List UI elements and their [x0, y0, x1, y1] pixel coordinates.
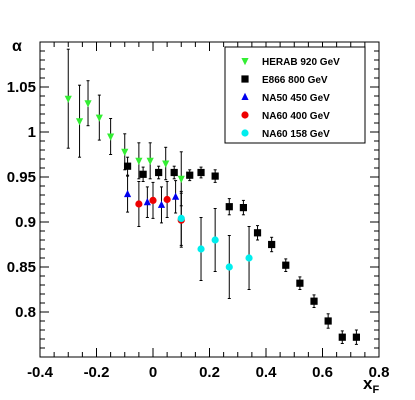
data-point — [162, 160, 170, 168]
data-point — [84, 100, 92, 108]
data-point — [135, 200, 143, 208]
data-point — [123, 162, 132, 170]
y-tick-label: 0.8 — [15, 304, 36, 321]
data-point — [177, 214, 185, 222]
data-point — [123, 189, 132, 198]
data-point — [310, 297, 318, 305]
data-point — [135, 157, 143, 165]
data-point — [163, 195, 171, 204]
y-tick-label: 0.9 — [15, 214, 36, 231]
data-point — [155, 168, 163, 177]
y-tick-label: 1.05 — [7, 79, 36, 96]
y-axis-label: α — [12, 38, 22, 55]
data-markers — [64, 95, 360, 341]
data-point — [253, 229, 262, 237]
data-point — [296, 279, 304, 287]
data-point — [186, 171, 194, 179]
legend-label: HERAB 920 GeV — [262, 57, 340, 68]
data-point — [211, 172, 219, 180]
x-tick-label: 0.8 — [369, 364, 390, 381]
data-point — [170, 168, 178, 177]
data-point — [197, 168, 205, 177]
x-tick-label: -0.4 — [27, 364, 54, 381]
data-point — [268, 240, 276, 249]
data-point — [211, 236, 219, 244]
legend-items: HERAB 920 GeV E866 800 GeV NA50 450 GeV NA6… — [241, 57, 340, 140]
data-point — [107, 133, 115, 141]
legend-marker — [241, 75, 249, 83]
legend: HERAB 920 GeV E866 800 GeV NA50 450 GeV NA6… — [224, 46, 366, 144]
data-point — [338, 333, 346, 341]
legend-marker — [241, 129, 249, 137]
data-point — [95, 114, 103, 122]
legend-label: NA60 158 GeV — [262, 129, 330, 140]
data-point — [75, 118, 84, 126]
data-point — [282, 261, 290, 269]
legend-label: E866 800 GeV — [262, 75, 328, 86]
legend-box — [224, 46, 366, 144]
legend-marker — [241, 111, 249, 119]
data-point — [143, 198, 151, 206]
data-point — [225, 203, 233, 211]
data-point — [197, 245, 205, 253]
x-axis-label: xF — [363, 374, 379, 396]
data-point — [121, 148, 129, 156]
y-tick-labels: 0.8 0.85 0.9 0.95 1 1.05 — [7, 79, 36, 321]
y-tick-label: 0.95 — [7, 169, 36, 186]
x-tick-label: 0.2 — [199, 364, 220, 381]
data-point — [149, 196, 157, 204]
y-tick-label: 1 — [28, 124, 36, 141]
data-point — [157, 200, 166, 208]
legend-label: NA60 400 GeV — [262, 111, 330, 122]
x-axis-label-sub: F — [372, 384, 379, 396]
x-tick-labels: -0.4 -0.2 0 0.2 0.4 0.6 0.8 — [27, 364, 389, 381]
x-axis-label-main: x — [363, 374, 373, 393]
data-point — [177, 175, 185, 183]
data-point — [324, 317, 332, 325]
data-point — [352, 333, 360, 341]
data-point — [239, 204, 247, 212]
data-point — [139, 170, 147, 178]
x-tick-label: 0.4 — [256, 364, 278, 381]
legend-label: NA50 450 GeV — [262, 93, 330, 104]
data-point — [245, 254, 253, 262]
axis-ticks — [39, 41, 380, 358]
data-point — [146, 157, 154, 165]
y-tick-label: 0.85 — [7, 259, 36, 276]
data-point — [172, 192, 180, 200]
x-tick-label: 0 — [149, 364, 157, 381]
x-tick-label: 0.6 — [312, 364, 333, 381]
x-tick-label: -0.2 — [84, 364, 110, 381]
data-point — [64, 95, 72, 103]
legend-marker — [241, 92, 249, 100]
legend-marker — [241, 58, 249, 66]
data-point — [225, 263, 233, 271]
